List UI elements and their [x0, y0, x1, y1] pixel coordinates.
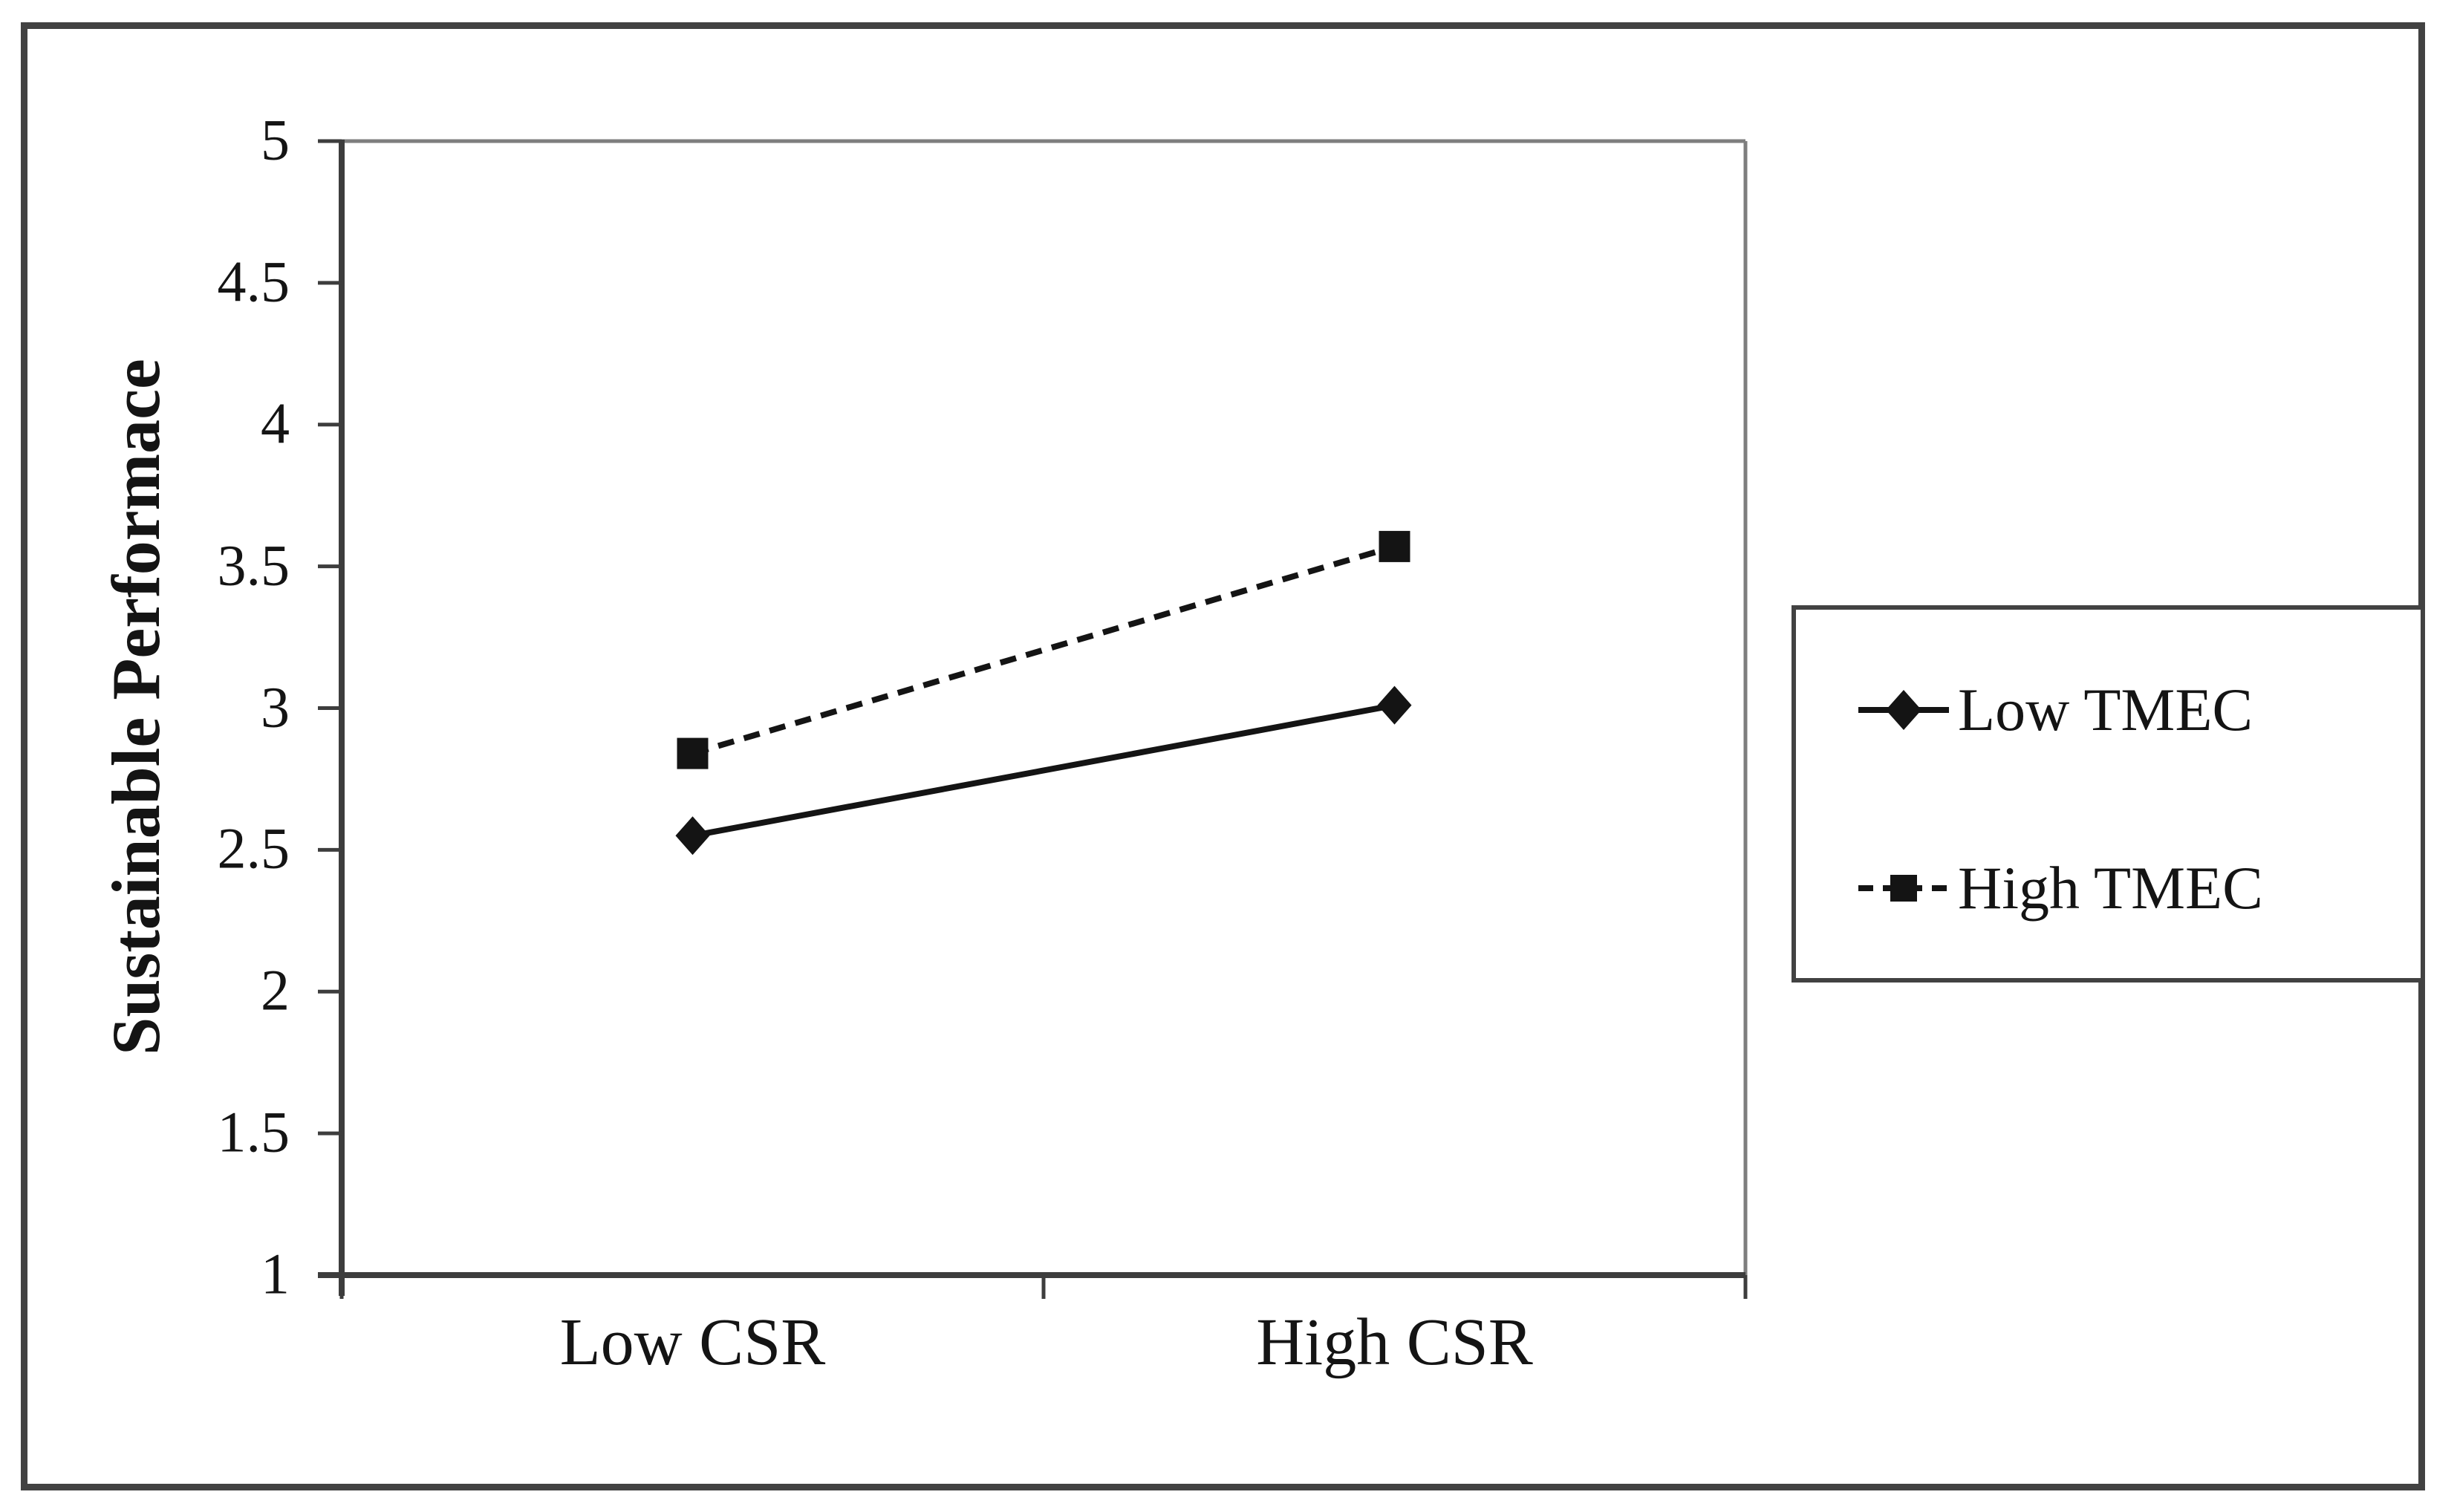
y-tick-label: 4 [261, 391, 290, 456]
legend-box: Low TMEC High TMEC [1792, 605, 2425, 983]
y-tick-label: 1.5 [217, 1099, 290, 1164]
y-tick-label: 4.5 [217, 249, 290, 314]
legend-diamond-marker-icon [1886, 690, 1921, 730]
legend-item-low-tmec: Low TMEC [1857, 674, 2253, 746]
y-tick-label: 3 [261, 674, 290, 739]
x-category-label: High CSR [1256, 1306, 1533, 1379]
y-tick-label: 2 [261, 957, 290, 1023]
legend-label-high-tmec: High TMEC [1958, 854, 2263, 922]
y-tick-label: 5 [261, 107, 290, 172]
legend-label-low-tmec: Low TMEC [1958, 676, 2253, 743]
legend-item-high-tmec: High TMEC [1857, 853, 2263, 924]
series-line-low-tmec [691, 702, 1396, 839]
y-tick-label: 1 [261, 1241, 290, 1306]
y-tick-label: 2.5 [217, 815, 290, 881]
data-point-square-marker [1379, 530, 1410, 562]
legend-high-tmec-sample [1858, 875, 1949, 902]
data-point-square-marker [677, 737, 709, 769]
data-point-diamond-marker [1377, 685, 1412, 725]
legend-low-tmec-sample [1858, 690, 1949, 730]
data-point-diamond-marker [675, 816, 710, 856]
series-line-high-tmec [691, 544, 1396, 757]
legend-square-marker-icon [1890, 875, 1917, 902]
y-axis-title: Sustainable Performace [98, 359, 174, 1055]
y-tick-label: 3.5 [217, 532, 290, 598]
x-category-label: Low CSR [559, 1306, 826, 1379]
